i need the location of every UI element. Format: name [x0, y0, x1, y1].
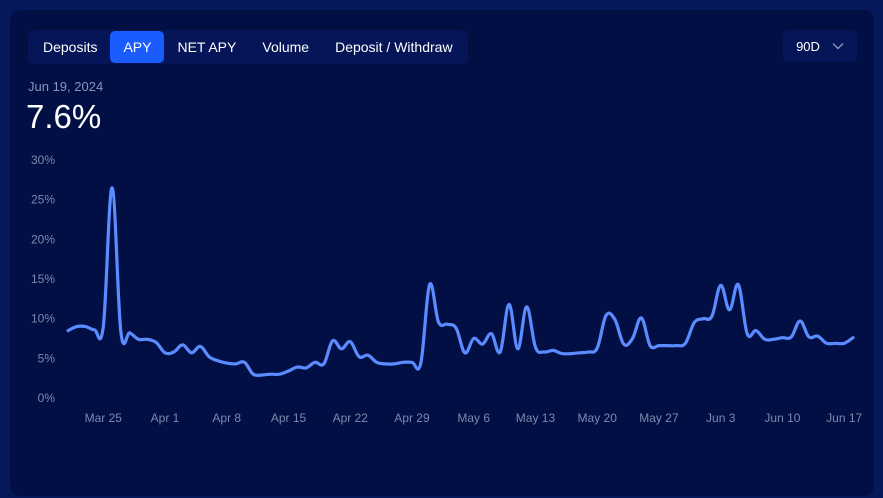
tab-volume[interactable]: Volume — [262, 39, 310, 55]
y-tick-label: 15% — [31, 272, 55, 286]
x-tick-label: Apr 22 — [333, 411, 369, 425]
metric-tabs: Deposits APY NET APY Volume Deposit / Wi… — [28, 30, 468, 64]
x-tick-label: Jun 10 — [764, 411, 800, 425]
y-tick-label: 5% — [38, 351, 56, 365]
x-tick-label: Apr 8 — [212, 411, 241, 425]
y-tick-label: 10% — [31, 312, 55, 326]
selected-date: Jun 19, 2024 — [28, 79, 104, 94]
tab-deposits[interactable]: Deposits — [43, 39, 98, 55]
apy-series-line — [66, 186, 855, 378]
time-range-value: 90D — [796, 38, 820, 54]
chart-card: Deposits APY NET APY Volume Deposit / Wi… — [10, 10, 874, 496]
x-tick-label: May 27 — [639, 411, 679, 425]
y-tick-label: 30% — [31, 153, 55, 167]
y-tick-label: 0% — [38, 391, 56, 405]
tab-apy[interactable]: APY — [110, 31, 165, 63]
x-tick-label: Jun 17 — [826, 411, 862, 425]
x-tick-label: May 20 — [578, 411, 618, 425]
y-tick-label: 20% — [31, 232, 55, 246]
time-range-dropdown[interactable]: 90D — [783, 30, 857, 62]
x-tick-label: Apr 29 — [394, 411, 430, 425]
x-tick-label: Mar 25 — [85, 411, 123, 425]
x-tick-label: Jun 3 — [706, 411, 736, 425]
current-apy-value: 7.6% — [26, 98, 102, 135]
x-tick-label: May 6 — [457, 411, 490, 425]
x-tick-label: May 13 — [516, 411, 556, 425]
chevron-down-icon — [832, 42, 844, 50]
y-tick-label: 25% — [31, 193, 55, 207]
x-tick-label: Apr 1 — [151, 411, 180, 425]
tab-net-apy[interactable]: NET APY — [177, 39, 237, 55]
x-tick-label: Apr 15 — [271, 411, 307, 425]
apy-line-chart: 0% 5% 10% 15% 20% 25% 30% Mar 25 Apr 1 Apr 8 Apr … — [31, 153, 863, 425]
tab-deposit-withdraw[interactable]: Deposit / Withdraw — [335, 39, 453, 55]
